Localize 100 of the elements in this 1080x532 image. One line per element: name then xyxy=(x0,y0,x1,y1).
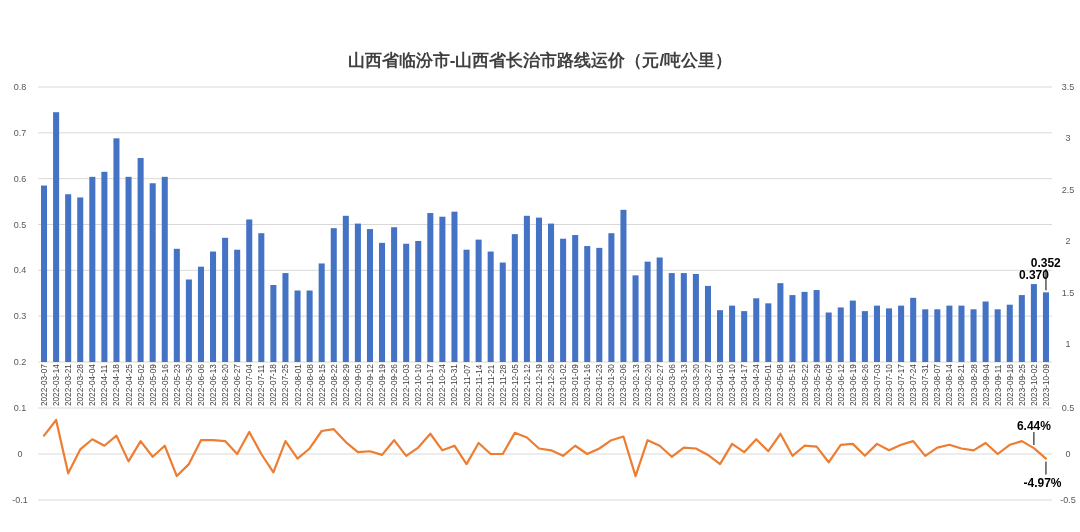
x-tick-label: 2022-07-04 xyxy=(245,363,255,406)
x-tick-label: 2023-04-17 xyxy=(740,363,750,406)
y-tick-label: 0.7 xyxy=(13,127,27,138)
x-tick-label: 2022-06-20 xyxy=(221,363,231,406)
x-tick-label: 2023-08-14 xyxy=(945,363,955,406)
x-tick-label: 2022-09-19 xyxy=(378,363,388,406)
x-tick-label: 2023-01-02 xyxy=(559,363,569,406)
x-tick-label: 2022-10-24 xyxy=(438,363,448,406)
x-tick-label: 2022-10-17 xyxy=(426,363,436,406)
x-tick-label: 2023-04-24 xyxy=(752,363,762,406)
x-tick-label: 2023-02-06 xyxy=(619,363,629,406)
x-tick-label: 2023-09-11 xyxy=(993,364,1003,406)
x-tick-label: 2022-08-22 xyxy=(329,363,339,406)
x-tick-label: 2023-07-10 xyxy=(885,363,895,406)
x-tick-label: 2023-05-29 xyxy=(812,363,822,406)
y2-tick-label: 1.5 xyxy=(1061,287,1075,298)
x-tick-label: 2023-08-21 xyxy=(957,363,967,406)
x-tick-label: 2022-08-29 xyxy=(341,363,351,406)
x-tick-label: 2023-01-16 xyxy=(583,363,593,406)
data-label: 0.352 xyxy=(1030,256,1062,271)
x-tick-label: 2022-11-14 xyxy=(474,364,484,406)
x-tick-label: 2022-08-15 xyxy=(317,363,327,406)
y-tick-label: 0.8 xyxy=(13,82,27,92)
y2-tick-label: 2 xyxy=(1065,236,1071,247)
y-tick-label: 0.3 xyxy=(13,311,27,322)
x-tick-label: 2022-05-30 xyxy=(184,363,194,406)
y-tick-label: 0.5 xyxy=(13,219,27,230)
y-tick-label: -0.1 xyxy=(12,495,28,505)
x-tick-label: 2023-01-09 xyxy=(571,363,581,406)
x-tick-label: 2023-02-20 xyxy=(643,363,653,406)
x-tick-label: 2022-06-27 xyxy=(233,363,243,406)
x-tick-label: 2022-08-01 xyxy=(293,363,303,406)
x-tick-label: 2022-12-05 xyxy=(510,363,520,406)
x-tick-label: 2022-03-21 xyxy=(64,363,74,406)
data-label: -4.97% xyxy=(1023,475,1062,490)
x-tick-label: 2022-04-18 xyxy=(112,363,122,406)
x-tick-label: 2022-04-11 xyxy=(100,364,110,406)
x-tick-label: 2023-05-08 xyxy=(776,363,786,406)
x-tick-label: 2023-08-28 xyxy=(969,363,979,406)
y-tick-label: 0.2 xyxy=(13,357,27,367)
x-tick-label: 2022-12-19 xyxy=(534,363,544,406)
data-label: 0.370 xyxy=(1018,268,1050,283)
y-tick-label: 0 xyxy=(17,449,23,459)
x-tick-label: 2022-10-31 xyxy=(450,363,460,406)
y2-tick-label: -0.5 xyxy=(1060,495,1076,505)
x-tick-label: 2022-10-10 xyxy=(414,363,424,406)
x-tick-label: 2023-02-13 xyxy=(631,363,641,406)
x-tick-label: 2022-03-07 xyxy=(40,363,50,406)
x-tick-label: 2023-06-26 xyxy=(860,363,870,406)
chart-title: 山西省临汾市-山西省长治市路线运价（元/吨公里） xyxy=(347,51,733,70)
y2-tick-label: 3 xyxy=(1065,133,1071,144)
x-tick-label: 2022-10-03 xyxy=(402,363,412,406)
x-tick-label: 2022-07-25 xyxy=(281,363,291,406)
x-tick-label: 2022-12-12 xyxy=(522,363,532,406)
x-tick-label: 2023-07-24 xyxy=(909,363,919,406)
x-tick-label: 2022-09-12 xyxy=(365,363,375,406)
x-tick-label: 2022-04-04 xyxy=(88,363,98,406)
x-tick-label: 2023-06-05 xyxy=(824,363,834,406)
x-tick-label: 2022-07-11 xyxy=(257,364,267,406)
y2-tick-label: 3.5 xyxy=(1061,82,1075,92)
x-tick-label: 2023-07-03 xyxy=(872,363,882,406)
x-tick-label: 2022-06-13 xyxy=(209,363,219,406)
x-tick-label: 2023-06-19 xyxy=(848,363,858,406)
x-tick-label: 2023-05-01 xyxy=(764,363,774,406)
x-tick-label: 2023-08-07 xyxy=(933,363,943,406)
x-tick-label: 2023-01-30 xyxy=(607,363,617,406)
y-tick-label: 0.4 xyxy=(13,265,27,276)
x-tick-label: 2022-11-07 xyxy=(462,364,472,406)
y2-tick-label: 2.5 xyxy=(1061,184,1075,195)
x-tick-label: 2023-09-18 xyxy=(1005,363,1015,406)
x-tick-label: 2023-06-12 xyxy=(836,363,846,406)
x-tick-label: 2022-04-25 xyxy=(124,363,134,406)
x-tick-label: 2023-01-23 xyxy=(595,363,605,406)
y-tick-label: 0.6 xyxy=(13,173,27,184)
y2-tick-label: 1 xyxy=(1065,339,1071,350)
x-tick-label: 2023-03-20 xyxy=(691,363,701,406)
x-tick-label: 2023-03-13 xyxy=(679,363,689,406)
x-tick-label: 2022-08-08 xyxy=(305,363,315,406)
x-tick-label: 2022-03-14 xyxy=(52,363,62,406)
x-tick-label: 2022-05-23 xyxy=(172,363,182,406)
x-tick-label: 2023-10-02 xyxy=(1029,363,1039,406)
x-tick-label: 2023-09-04 xyxy=(981,363,991,406)
x-tick-label: 2022-11-21 xyxy=(486,364,496,406)
x-tick-label: 2022-05-09 xyxy=(148,363,158,406)
x-tick-label: 2022-05-16 xyxy=(160,363,170,406)
y2-tick-label: 0 xyxy=(1065,449,1071,459)
x-tick-label: 2023-05-22 xyxy=(800,363,810,406)
x-tick-label: 2023-03-06 xyxy=(667,363,677,406)
data-label: 6.44% xyxy=(1016,419,1052,434)
x-tick-label: 2023-03-27 xyxy=(703,363,713,406)
x-tick-label: 2023-07-17 xyxy=(897,363,907,406)
x-tick-label: 2023-05-15 xyxy=(788,363,798,406)
x-tick-label: 2022-09-26 xyxy=(390,363,400,406)
x-tick-label: 2022-09-05 xyxy=(353,363,363,406)
x-tick-label: 2022-12-26 xyxy=(547,363,557,406)
x-tick-label: 2023-04-03 xyxy=(716,363,726,406)
x-tick-label: 2023-10-09 xyxy=(1041,363,1051,406)
x-tick-label: 2022-11-28 xyxy=(498,364,508,406)
y2-tick-label: 0.5 xyxy=(1061,403,1075,413)
x-tick-label: 2023-04-10 xyxy=(728,363,738,406)
